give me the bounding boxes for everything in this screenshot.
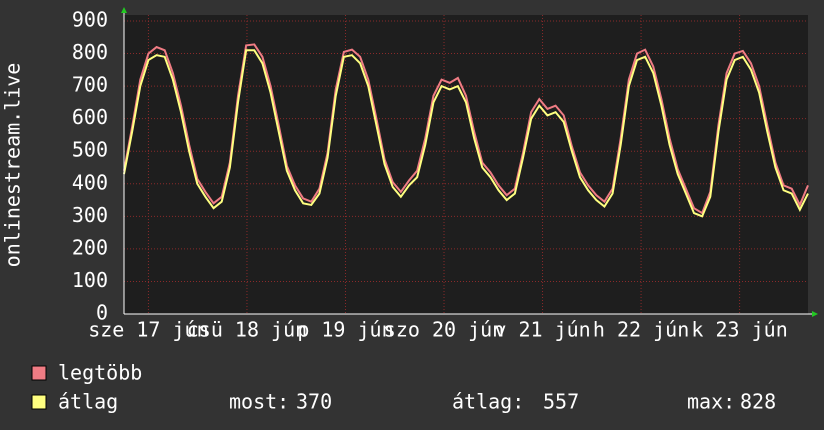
legend-swatch [31,394,47,410]
y-tick-label: 800 [72,40,108,64]
y-axis-arrow [121,7,127,13]
plot-area [124,15,808,314]
lines [123,43,809,218]
stat-label: max: [687,390,735,414]
series-line [123,49,809,218]
legend-swatch [31,365,47,381]
x-tick-label: sze 17 jún [88,318,208,342]
x-axis-arrow [812,311,818,317]
x-tick-label: p 19 jún [297,318,393,342]
y-tick-label: 300 [72,203,108,227]
stat-value: 828 [740,390,776,414]
x-tick-label: csü 18 jún [187,318,307,342]
legend-label: legtöbb [58,361,142,385]
legend-label: átlag [58,390,118,414]
y-tick-label: 900 [72,8,108,32]
y-tick-label: 0 [96,301,108,325]
series-line [123,43,809,215]
y-axis-label: onlinestream.live [1,63,25,268]
x-tick-label: k 23 jún [691,318,787,342]
x-tick-label: szo 20 jún [384,318,504,342]
y-tick-label: 700 [72,73,108,97]
x-tick-label: v 21 jún [494,318,590,342]
stat-label: most: [229,390,289,414]
y-tick-label: 100 [72,268,108,292]
y-tick-label: 200 [72,235,108,259]
stat-value: 370 [296,390,332,414]
x-tick-label: h 22 jún [593,318,689,342]
grid [124,15,808,315]
y-tick-label: 500 [72,138,108,162]
y-tick-label: 400 [72,170,108,194]
y-tick-label: 600 [72,105,108,129]
stat-label: átlag: [452,390,524,414]
stat-value: 557 [543,390,579,414]
labels: 0 100 200 300 400 500 600 700 800 900 sze 17 júncs… [31,8,788,414]
